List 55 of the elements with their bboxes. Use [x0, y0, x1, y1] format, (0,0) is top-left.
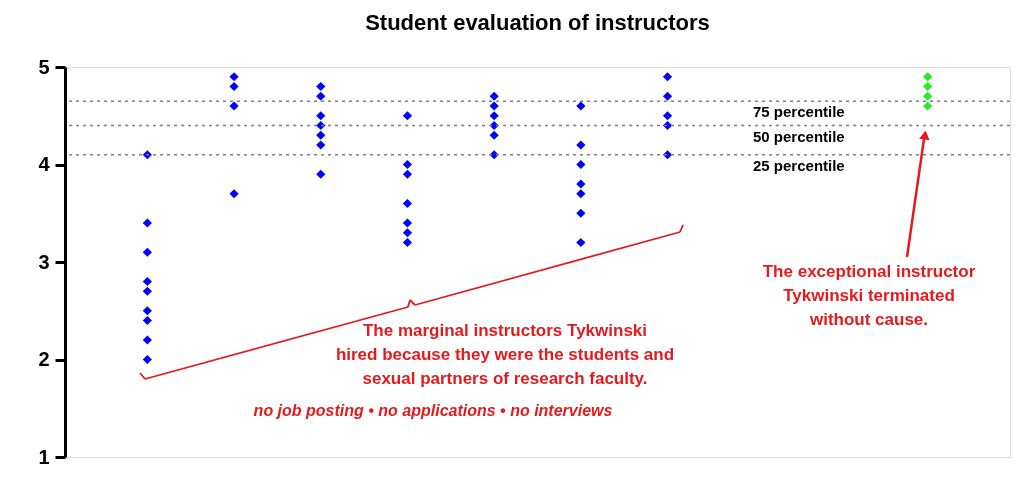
point — [402, 169, 413, 179]
point — [489, 111, 499, 121]
point — [316, 91, 326, 101]
point — [229, 81, 239, 92]
chart-title: Student evaluation of instructors — [365, 10, 710, 35]
y-tick-label: 5 — [38, 55, 50, 78]
point — [402, 198, 413, 209]
point — [923, 101, 933, 111]
y-tick-label: 1 — [38, 445, 50, 468]
point — [489, 130, 499, 140]
annotation: The marginal instructors Tykwinski hired because they were the students and sexual partners of research faculty. — [335, 321, 675, 388]
point — [142, 218, 152, 228]
point — [489, 101, 499, 111]
point — [316, 81, 326, 92]
point — [662, 72, 673, 82]
point — [229, 101, 239, 111]
point — [402, 237, 413, 248]
point — [662, 91, 673, 101]
point — [576, 140, 586, 150]
point — [142, 286, 152, 296]
point — [576, 208, 586, 218]
ref-line-label: 75 percentile — [753, 103, 845, 121]
point — [142, 306, 152, 316]
point — [142, 354, 152, 365]
point — [576, 179, 586, 189]
point — [576, 189, 586, 199]
point — [142, 276, 152, 287]
annotation: no job posting • no applications • no interviews — [253, 402, 613, 419]
point — [576, 237, 586, 248]
point — [142, 315, 152, 326]
y-tick-label: 3 — [38, 250, 50, 273]
point — [316, 169, 326, 179]
ref-line-label: 50 percentile — [753, 127, 845, 145]
annotation: The exceptional instructor Tykwinski terminated without cause. — [762, 262, 976, 329]
point — [402, 218, 413, 228]
point — [229, 72, 239, 82]
point — [402, 159, 413, 170]
point — [316, 130, 326, 140]
point — [142, 335, 152, 345]
point — [316, 111, 326, 121]
point — [229, 189, 239, 199]
point — [923, 91, 933, 101]
point — [489, 91, 499, 101]
point — [662, 111, 673, 121]
point — [316, 140, 326, 150]
point — [402, 228, 413, 238]
point — [576, 101, 586, 111]
point — [923, 72, 933, 82]
point — [402, 111, 413, 121]
point — [923, 81, 933, 92]
y-tick-label: 4 — [38, 153, 51, 175]
y-tick-label: 2 — [38, 348, 50, 370]
ref-line-label: 25 percentile — [753, 156, 845, 174]
point — [142, 247, 152, 257]
point — [576, 159, 586, 170]
